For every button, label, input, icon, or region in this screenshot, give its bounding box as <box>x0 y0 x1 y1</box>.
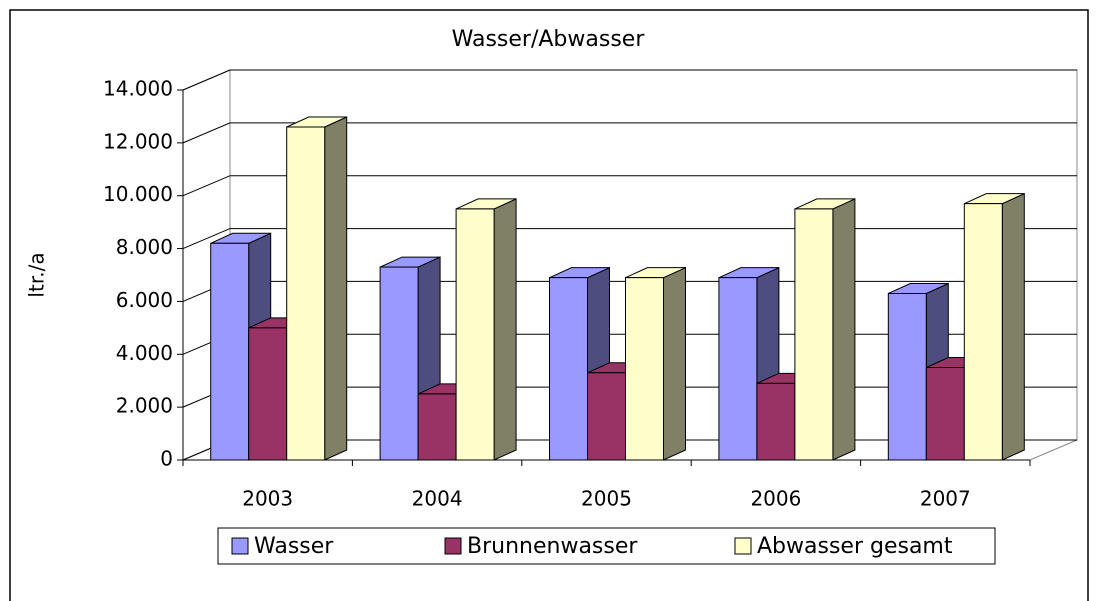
y-axis-label: ltr./a <box>25 252 49 297</box>
grid-line <box>182 69 1077 91</box>
legend-swatch <box>444 537 462 555</box>
bar <box>625 266 686 461</box>
y-tick-label: 14.000 <box>103 77 173 101</box>
legend-swatch <box>734 537 752 555</box>
bar-front <box>248 327 288 461</box>
bar <box>718 266 780 461</box>
grid-line <box>182 122 1077 144</box>
bar-front <box>925 367 965 461</box>
bar <box>963 192 1025 461</box>
grid-line <box>182 175 1077 197</box>
bar-side <box>493 198 517 461</box>
legend <box>217 527 996 565</box>
legend-label: Wasser <box>254 534 334 559</box>
x-tick-label: 2003 <box>242 487 293 511</box>
bar-front <box>417 393 457 461</box>
bar-side <box>663 266 686 461</box>
bar-front <box>549 277 588 461</box>
x-tick-label: 2007 <box>920 487 971 511</box>
bar-front <box>756 382 796 461</box>
bar-side <box>832 198 856 461</box>
bar-front <box>210 242 250 461</box>
bar-front <box>587 372 626 461</box>
x-tick-label: 2005 <box>581 487 632 511</box>
y-tick-label: 6.000 <box>116 288 173 312</box>
chart-title: Wasser/Abwasser <box>452 27 646 52</box>
bar-front <box>286 126 326 461</box>
bar-front <box>379 266 419 461</box>
bar <box>794 198 856 461</box>
bar-side <box>324 116 348 461</box>
x-tick-label: 2004 <box>412 487 463 511</box>
bar-front <box>718 277 758 461</box>
x-tick-label: 2006 <box>750 487 801 511</box>
bar-front <box>794 208 834 461</box>
bar-front <box>625 277 664 461</box>
y-tick-label: 8.000 <box>116 235 173 259</box>
bar <box>455 198 517 461</box>
y-tick-label: 0 <box>160 447 173 471</box>
bar-side <box>1001 192 1025 461</box>
legend-label: Brunnenwasser <box>467 534 638 559</box>
bar-front <box>963 203 1003 461</box>
bar-front <box>887 293 927 461</box>
y-tick-label: 12.000 <box>103 129 173 153</box>
bar <box>286 116 348 461</box>
legend-label: Abwasser gesamt <box>757 534 953 559</box>
legend-swatch <box>231 537 249 555</box>
y-tick-label: 4.000 <box>116 341 173 365</box>
y-tick-label: 2.000 <box>116 394 173 418</box>
bar-front <box>455 208 495 461</box>
bar <box>549 266 610 461</box>
y-tick-label: 10.000 <box>103 182 173 206</box>
